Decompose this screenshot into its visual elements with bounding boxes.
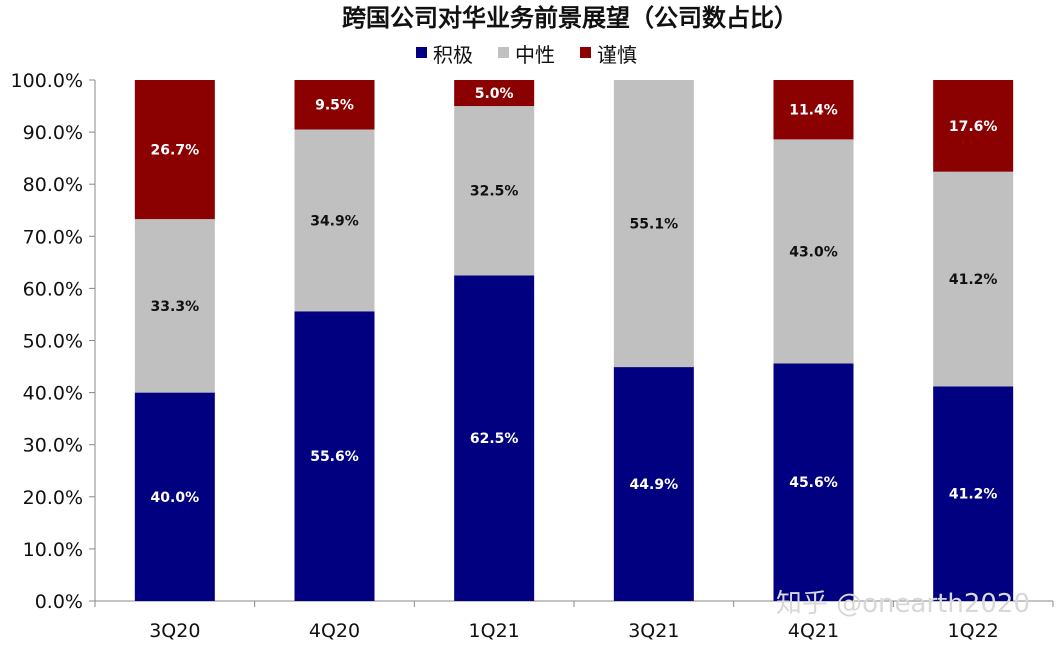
y-tick-label: 60.0%	[23, 278, 83, 300]
data-label: 26.7%	[151, 143, 200, 159]
bar-segment	[773, 80, 854, 140]
data-label: 55.1%	[630, 217, 679, 233]
y-tick-label: 80.0%	[23, 174, 83, 196]
bar-segment	[773, 139, 854, 364]
bar-segment	[134, 219, 215, 393]
data-label: 9.5%	[315, 98, 354, 114]
bar-segment	[294, 129, 375, 312]
y-tick-label: 20.0%	[23, 487, 83, 509]
data-label: 43.0%	[789, 244, 838, 260]
x-tick-label: 4Q20	[309, 620, 360, 642]
data-labels: 40.0% 33.3% 26.7% 55.6% 34.9% 9.5% 62.5% 32.5% 5…	[151, 86, 998, 506]
bar-segment	[933, 386, 1014, 601]
x-tick-label: 1Q21	[469, 620, 520, 642]
bar-segment	[454, 275, 535, 601]
bar-segment	[454, 80, 535, 107]
axes: 0.0% 10.0% 20.0% 30.0% 40.0% 50.0% 60.0% 70.0% 8…	[11, 70, 1054, 642]
y-tick-label: 40.0%	[23, 383, 83, 405]
data-label: 11.4%	[789, 103, 838, 119]
y-tick-label: 30.0%	[23, 435, 83, 457]
bar-segment	[134, 80, 215, 220]
y-tick-label: 50.0%	[23, 331, 83, 353]
chart-title: 跨国公司对华业务前景展望（公司数占比）	[342, 4, 798, 32]
x-tick-label: 1Q22	[948, 620, 999, 642]
legend: 积极 中性 谨慎	[416, 43, 637, 67]
data-label: 17.6%	[949, 119, 998, 135]
bar-segment	[454, 106, 535, 276]
y-tick-label: 10.0%	[23, 539, 83, 561]
data-label: 44.9%	[630, 477, 679, 493]
legend-label: 中性	[515, 43, 555, 67]
bar-segment	[773, 363, 854, 601]
bar-segment	[134, 392, 215, 601]
y-tick-label: 0.0%	[35, 591, 83, 613]
data-label: 41.2%	[949, 487, 998, 503]
bar-segment	[613, 80, 694, 368]
data-label: 62.5%	[470, 431, 519, 447]
data-label: 33.3%	[151, 299, 200, 315]
bars	[134, 80, 1014, 601]
data-label: 55.6%	[310, 449, 359, 465]
legend-label: 谨慎	[597, 43, 637, 67]
bar-segment	[933, 80, 1014, 172]
data-label: 41.2%	[949, 272, 998, 288]
legend-swatch	[498, 47, 509, 58]
legend-swatch	[416, 47, 427, 58]
data-label: 5.0%	[475, 86, 514, 102]
legend-swatch	[580, 47, 591, 58]
x-tick-label: 4Q21	[788, 620, 839, 642]
y-tick-label: 90.0%	[23, 122, 83, 144]
bar-segment	[294, 311, 375, 601]
data-label: 40.0%	[151, 490, 200, 506]
x-tick-label: 3Q20	[149, 620, 200, 642]
x-tick-label: 3Q21	[628, 620, 679, 642]
bar-segment	[933, 171, 1014, 387]
bar-segment	[613, 367, 694, 601]
legend-label: 积极	[433, 43, 473, 67]
y-tick-label: 70.0%	[23, 226, 83, 248]
data-label: 45.6%	[789, 475, 838, 491]
bar-segment	[294, 80, 375, 130]
watermark: 知乎 @onearth2020	[776, 589, 1030, 619]
data-label: 32.5%	[470, 184, 519, 200]
y-tick-label: 100.0%	[11, 70, 83, 92]
data-label: 34.9%	[310, 213, 359, 229]
